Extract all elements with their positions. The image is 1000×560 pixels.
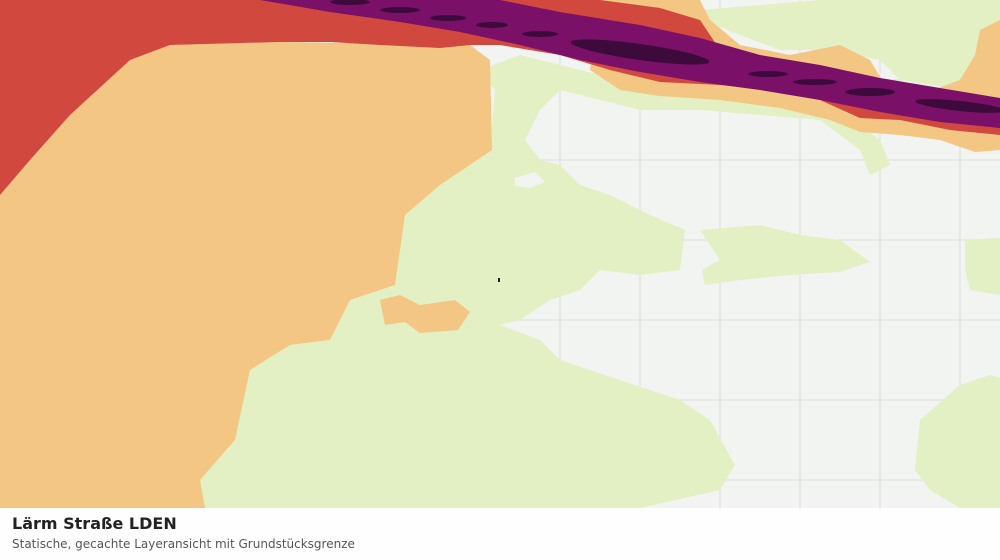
noise-area — [330, 0, 370, 5]
noise-area — [476, 22, 508, 28]
noise-area — [430, 15, 466, 21]
noise-area — [748, 71, 788, 77]
legend-panel: Lärm Straße LDEN Statische, gecachte Lay… — [0, 508, 1000, 560]
layer-title: Lärm Straße LDEN — [12, 514, 177, 533]
noise-area — [380, 7, 420, 13]
land-area — [200, 55, 890, 508]
land-area — [965, 238, 1000, 295]
pond — [515, 172, 545, 188]
location-marker — [498, 278, 500, 282]
layer-subtitle: Statische, gecachte Layeransicht mit Gru… — [12, 537, 355, 551]
noise-zone-extreme — [330, 0, 1000, 113]
land-area — [700, 0, 1000, 90]
noise-area — [522, 31, 558, 37]
noise-zone-low — [200, 0, 1000, 508]
land-area — [700, 225, 870, 285]
noise-area — [380, 295, 470, 333]
land-area — [915, 375, 1000, 508]
noise-zone-very-high — [260, 0, 1000, 128]
noise-area — [570, 39, 710, 65]
noise-area — [845, 88, 895, 96]
noise-area — [793, 79, 837, 85]
noise-area — [0, 42, 492, 508]
noise-area — [915, 99, 1000, 113]
